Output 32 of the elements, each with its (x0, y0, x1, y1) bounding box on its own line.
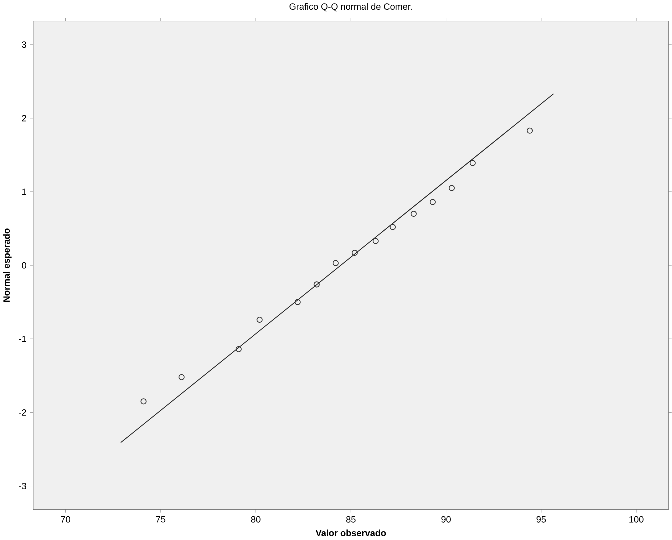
x-tick-label: 95 (536, 516, 546, 523)
y-tick-label: 1 (22, 188, 26, 196)
x-tick-label: 80 (251, 516, 261, 523)
x-tick-label: 100 (630, 516, 644, 523)
x-tick-label: 75 (156, 516, 166, 523)
point (178, 374, 185, 380)
point (352, 250, 358, 256)
x-tick-label: 70 (61, 516, 70, 523)
point (314, 282, 320, 288)
y-tick-label: 0 (22, 262, 26, 269)
point (294, 299, 301, 306)
point (430, 199, 436, 206)
y-axis-title: Normal esperado (3, 228, 12, 302)
point (390, 224, 396, 230)
point (140, 398, 147, 405)
point (372, 238, 379, 244)
point (410, 211, 417, 218)
x-tick-label: 90 (442, 516, 451, 523)
y-tick-label: 3 (22, 42, 26, 48)
y-tick-label: -2 (19, 410, 26, 416)
y-tick-label: -3 (19, 483, 26, 490)
x-axis-title: Valor observado (316, 530, 386, 537)
y-tick-label: -1 (19, 336, 26, 342)
point (526, 128, 534, 134)
y-tick-label: 2 (22, 115, 26, 122)
point (236, 346, 242, 353)
chart-title: Grafico Q-Q normal de Comer. (290, 3, 412, 12)
point (470, 160, 476, 166)
point (448, 185, 456, 192)
point (332, 260, 339, 266)
x-tick-label: 85 (346, 516, 356, 523)
point (256, 317, 263, 324)
